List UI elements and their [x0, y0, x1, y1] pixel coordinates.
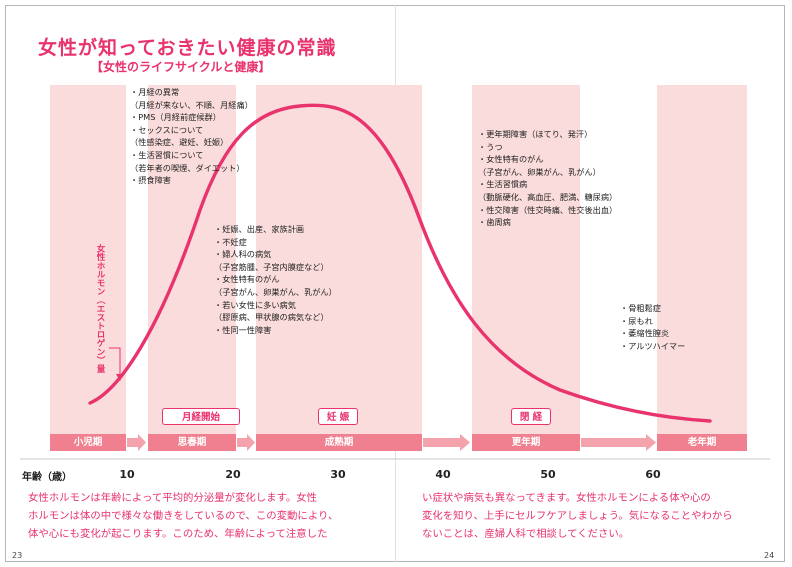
body-line: ないことは、産婦人科で相談してください。 [422, 528, 630, 540]
event-menarche: 月経開始 [162, 408, 240, 425]
issue-item: ・女性特有のがん [214, 274, 280, 285]
stage-senescence: 老年期 [657, 434, 747, 451]
page-title: 女性が知っておきたい健康の常識 [38, 37, 337, 59]
band-maturity [256, 85, 422, 451]
issue-item: ・更年期障害（ほてり、発汗） [478, 129, 593, 139]
issue-item: ・萎縮性膣炎 [620, 328, 670, 339]
issue-item: ・婦人科の病気 [214, 249, 272, 260]
puberty-issues-list: ・月経の異常 （月経が来ない、不順、月経痛） ・PMS（月経前症候群） ・セックスにつ… [130, 86, 253, 187]
issue-item: ・生活習慣病 [478, 179, 528, 190]
senescence-issues-list: ・骨粗鬆症・尿もれ・萎縮性膣炎 ・アルツハイマー [620, 302, 685, 352]
issue-item: ・妊娠、出産、家族計画 [214, 224, 305, 234]
issue-item: （月経が来ない、不順、月経痛） [130, 99, 253, 110]
issue-item: ・PMS（月経前症候群） [130, 112, 221, 123]
issue-item: ・アルツハイマー [620, 340, 686, 351]
page-number-right: 24 [764, 551, 775, 560]
page-number-left: 23 [12, 551, 23, 560]
stage-menopause: 更年期 [472, 434, 580, 451]
issue-item: ・女性特有のがん [478, 154, 544, 165]
hormone-label: 女性ホルモン（エストロゲン）量 [95, 244, 105, 373]
issue-item: ・性同一性障害 [214, 324, 272, 335]
issue-item: （性感染症、避妊、妊娠） [130, 137, 229, 148]
event-pregnancy: 妊 娠 [318, 408, 358, 425]
issue-item: ・うつ [478, 141, 503, 152]
issue-item: ・尿もれ [620, 315, 653, 326]
age-axis-label: 年齢（歳） [22, 472, 72, 483]
tick-10: 10 [119, 468, 135, 481]
body-line: 女性ホルモンは年齢によって平均的分泌量が変化します。女性 [28, 492, 318, 504]
page-subtitle: 【女性のライフサイクルと健康】 [91, 60, 271, 74]
issue-item: ・セックスについて [130, 124, 204, 135]
arrow-3 [423, 434, 470, 451]
issue-item: （子宮がん、卵巣がん、乳がん） [478, 166, 601, 177]
body-text-right: い症状や病気も異なってきます。女性ホルモンによる体や心の変化を知り、上手にセルフ… [422, 489, 733, 543]
arrow-2 [237, 434, 255, 451]
maturity-issues-list: ・妊娠、出産、家族計画 ・不妊症・婦人科の病気 （子宮筋腫、子宮内膜症など） ・女性特… [214, 223, 337, 336]
tick-20: 20 [225, 468, 241, 481]
issue-item: ・月経の異常 [130, 87, 180, 97]
issue-item: ・生活習慣について [130, 149, 204, 160]
issue-item: ・骨粗鬆症 [620, 303, 661, 313]
body-text-left: 女性ホルモンは年齢によって平均的分泌量が変化します。女性ホルモンは体の中で様々な… [28, 489, 338, 543]
body-line: ホルモンは体の中で様々な働きをしているので、この変動により、 [28, 510, 339, 522]
arrow-1 [127, 434, 146, 451]
issue-item: （子宮筋腫、子宮内膜症など） [214, 261, 329, 272]
issue-item: （動脈硬化、高血圧、肥満、糖尿病） [478, 191, 618, 202]
hormone-pointer [109, 347, 121, 376]
event-menopause: 閉 経 [511, 408, 551, 425]
menopause-issues-list: ・更年期障害（ほてり、発汗） ・うつ・女性特有のがん （子宮がん、卵巣がん、乳がん）… [478, 128, 617, 229]
issue-item: ・歯周病 [478, 217, 511, 228]
stage-maturity: 成熟期 [256, 434, 422, 451]
issue-item: ・摂食障害 [130, 175, 171, 186]
tick-30: 30 [330, 468, 346, 481]
arrow-4 [581, 434, 656, 451]
issue-item: ・不妊症 [214, 236, 247, 247]
body-line: 変化を知り、上手にセルフケアしましょう。気になることやわから [422, 510, 733, 522]
hormone-pointer-head [116, 374, 124, 381]
tick-50: 50 [540, 468, 556, 481]
band-puberty [148, 85, 236, 451]
issue-item: （膠原病、甲状腺の病気など） [214, 312, 329, 323]
band-senescence [657, 85, 747, 451]
tick-40: 40 [435, 468, 451, 481]
tick-60: 60 [645, 468, 661, 481]
stage-childhood: 小児期 [50, 434, 126, 451]
estrogen-curve [88, 103, 712, 423]
body-line: い症状や病気も異なってきます。女性ホルモンによる体や心の [422, 492, 711, 504]
body-line: 体や心にも変化が起こります。このため、年齢によって注意した [28, 528, 328, 540]
band-childhood [50, 85, 126, 451]
issue-item: ・性交障害（性交時痛、性交後出血） [478, 204, 618, 215]
issue-item: （子宮がん、卵巣がん、乳がん） [214, 286, 337, 297]
stage-puberty: 思春期 [148, 434, 236, 451]
issue-item: （若年者の喫煙、ダイエット） [130, 162, 245, 173]
issue-item: ・若い女性に多い病気 [214, 299, 296, 310]
